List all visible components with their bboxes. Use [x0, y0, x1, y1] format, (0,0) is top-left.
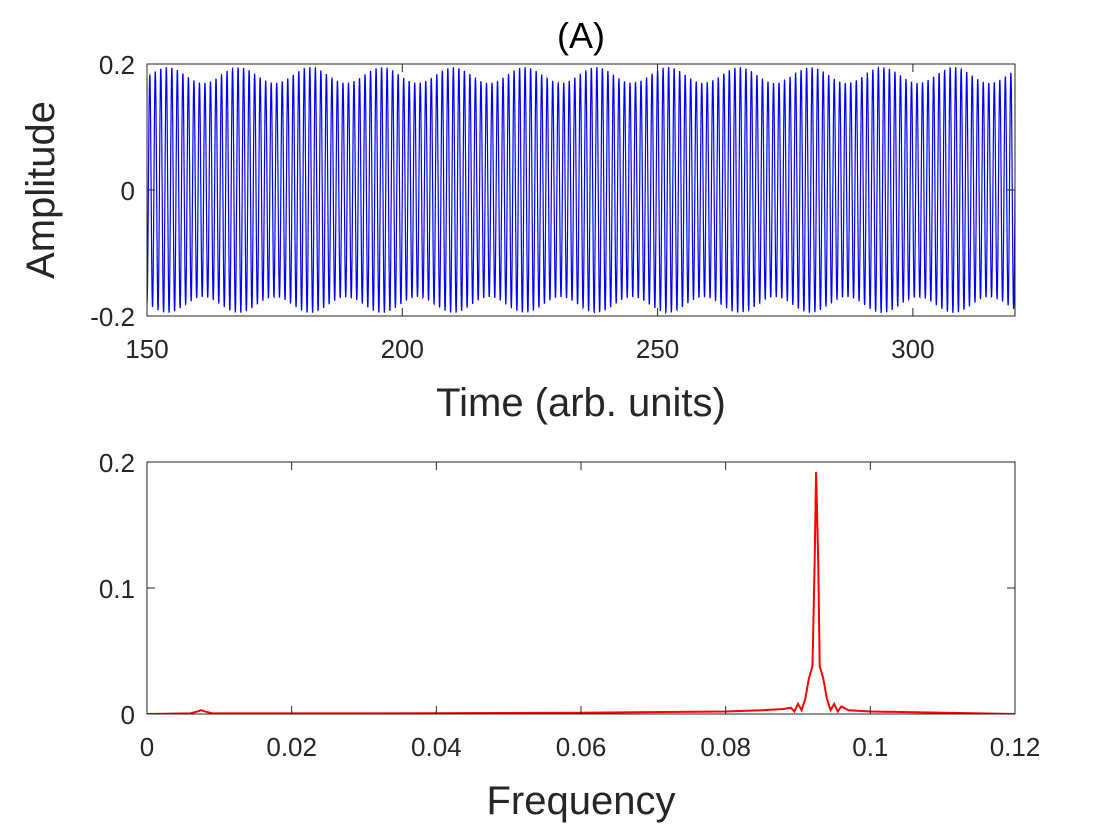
spectrum-ticks: 0 0.02 0.04 0.06 0.08 0.1 0.12 0 0.1 0.2: [99, 448, 1040, 762]
y-tick-label: -0.2: [90, 302, 135, 332]
spectrum-chart: 0 0.02 0.04 0.06 0.08 0.1 0.12 0 0.1 0.2 Frequenc…: [99, 448, 1040, 823]
series-line-0: [147, 472, 1015, 714]
y-tick-label: 0.1: [99, 574, 135, 604]
x-tick-label: 150: [125, 334, 168, 364]
y-axis-label: Amplitude: [19, 101, 63, 279]
chart-title: (A): [557, 15, 605, 56]
spectrum-axes-box: [146, 461, 1016, 715]
series-line-0: [147, 65, 1015, 315]
y-tick-label: 0: [121, 700, 135, 730]
time-series-ticks: 150 200 250 300 -0.2 0 0.2: [90, 50, 1015, 364]
x-tick-label: 200: [381, 334, 424, 364]
y-tick-label: 0: [121, 176, 135, 206]
time-series-chart: (A) 150 200 250 300 -0.2 0 0.2 Time (arb. unit…: [19, 15, 1016, 425]
x-tick-label: 0.06: [556, 732, 607, 762]
x-tick-label: 0.04: [411, 732, 462, 762]
time-series-plot-area: [147, 65, 1015, 315]
x-tick-label: 250: [636, 334, 679, 364]
x-tick-label: 0: [140, 732, 154, 762]
x-tick-label: 300: [891, 334, 934, 364]
y-tick-label: 0.2: [99, 50, 135, 80]
x-axis-label: Time (arb. units): [436, 381, 726, 425]
x-tick-label: 0.12: [990, 732, 1041, 762]
x-tick-label: 0.1: [852, 732, 888, 762]
x-axis-label: Frequency: [487, 779, 676, 823]
x-tick-label: 0.08: [700, 732, 751, 762]
spectrum-plot-area: [147, 472, 1015, 714]
y-tick-label: 0.2: [99, 448, 135, 478]
x-tick-label: 0.02: [266, 732, 317, 762]
